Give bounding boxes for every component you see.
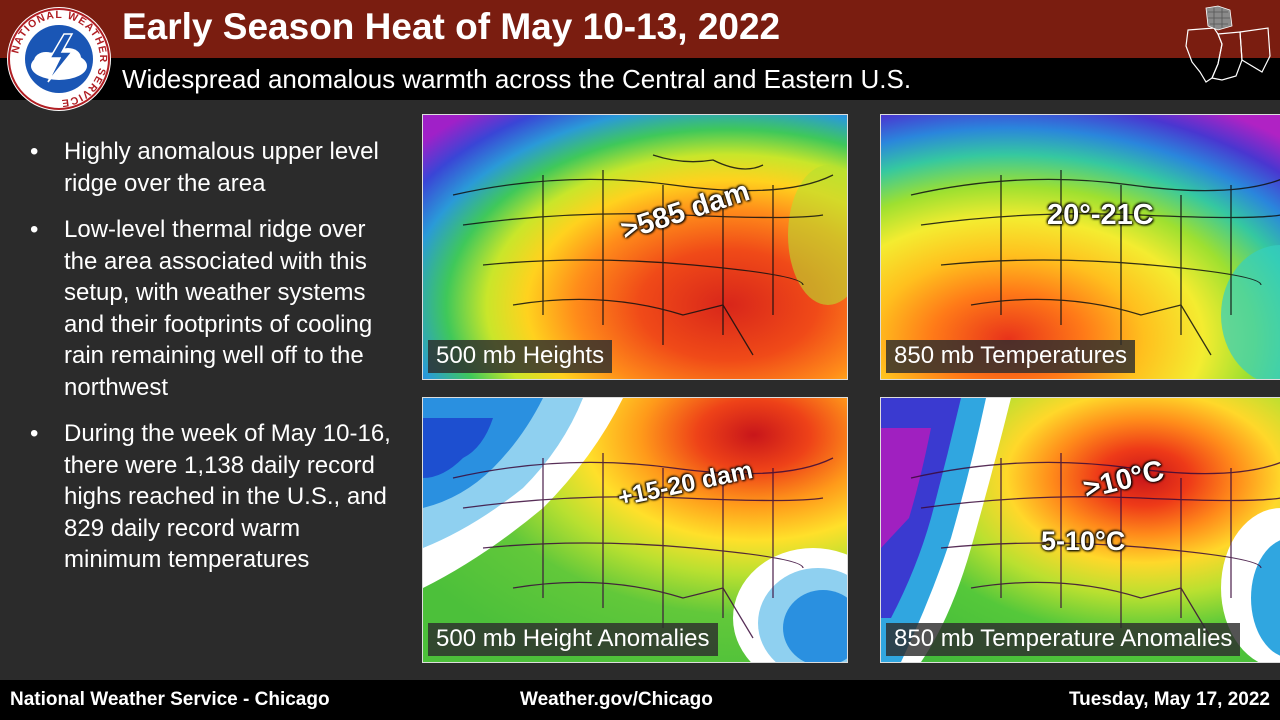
bullet-dot: • <box>30 216 39 243</box>
bullet-text: Low-level thermal ridge over the area as… <box>64 216 373 401</box>
weather-map-image <box>881 115 1280 379</box>
illinois-indiana-map-icon <box>1185 5 1271 83</box>
bullet-text: During the week of May 10-16, there were… <box>64 420 391 573</box>
panel-label: 850 mb Temperatures <box>886 340 1136 373</box>
bullet-dot: • <box>30 138 39 165</box>
weather-map-image <box>423 398 847 662</box>
footer-bar <box>0 680 1280 720</box>
bullet-item: • Highly anomalous upper level ridge over… <box>30 136 398 199</box>
map-panel-500mb-heights: >585 dam 500 mb Heights <box>422 114 848 380</box>
subtitle-bar <box>0 58 1280 100</box>
bullet-item: • During the week of May 10-16, there wer… <box>30 418 398 576</box>
panel-label: 500 mb Heights <box>428 340 613 373</box>
bullet-dot: • <box>30 420 39 447</box>
nws-logo-icon: NATIONAL WEATHER SERVICE <box>7 7 111 111</box>
weather-map-image <box>423 115 847 379</box>
map-panel-850mb-temperatures: 20°-21C 850 mb Temperatures <box>880 114 1280 380</box>
weather-map-image <box>881 398 1280 662</box>
panel-label: 500 mb Height Anomalies <box>428 623 718 656</box>
footer-date: Tuesday, May 17, 2022 <box>1068 689 1270 710</box>
panel-label: 850 mb Temperature Anomalies <box>886 623 1241 656</box>
bullet-list: • Highly anomalous upper level ridge over… <box>30 136 398 591</box>
footer-office: National Weather Service - Chicago <box>10 689 330 710</box>
map-annotation: 20°-21C <box>1047 199 1154 231</box>
bullet-item: • Low-level thermal ridge over the area a… <box>30 214 398 403</box>
footer-website-link[interactable]: Weather.gov/Chicago <box>520 689 713 710</box>
page-subtitle: Widespread anomalous warmth across the C… <box>122 64 912 94</box>
map-annotation-secondary: 5-10°C <box>1041 526 1126 556</box>
map-panel-500mb-height-anomalies: +15-20 dam 500 mb Height Anomalies <box>422 397 848 663</box>
page-title: Early Season Heat of May 10-13, 2022 <box>122 6 781 47</box>
bullet-text: Highly anomalous upper level ridge over … <box>64 138 379 197</box>
map-panel-850mb-temperature-anomalies: >10°C 5-10°C 850 mb Temperature Anomalie… <box>880 397 1280 663</box>
title-bar <box>0 0 1280 58</box>
